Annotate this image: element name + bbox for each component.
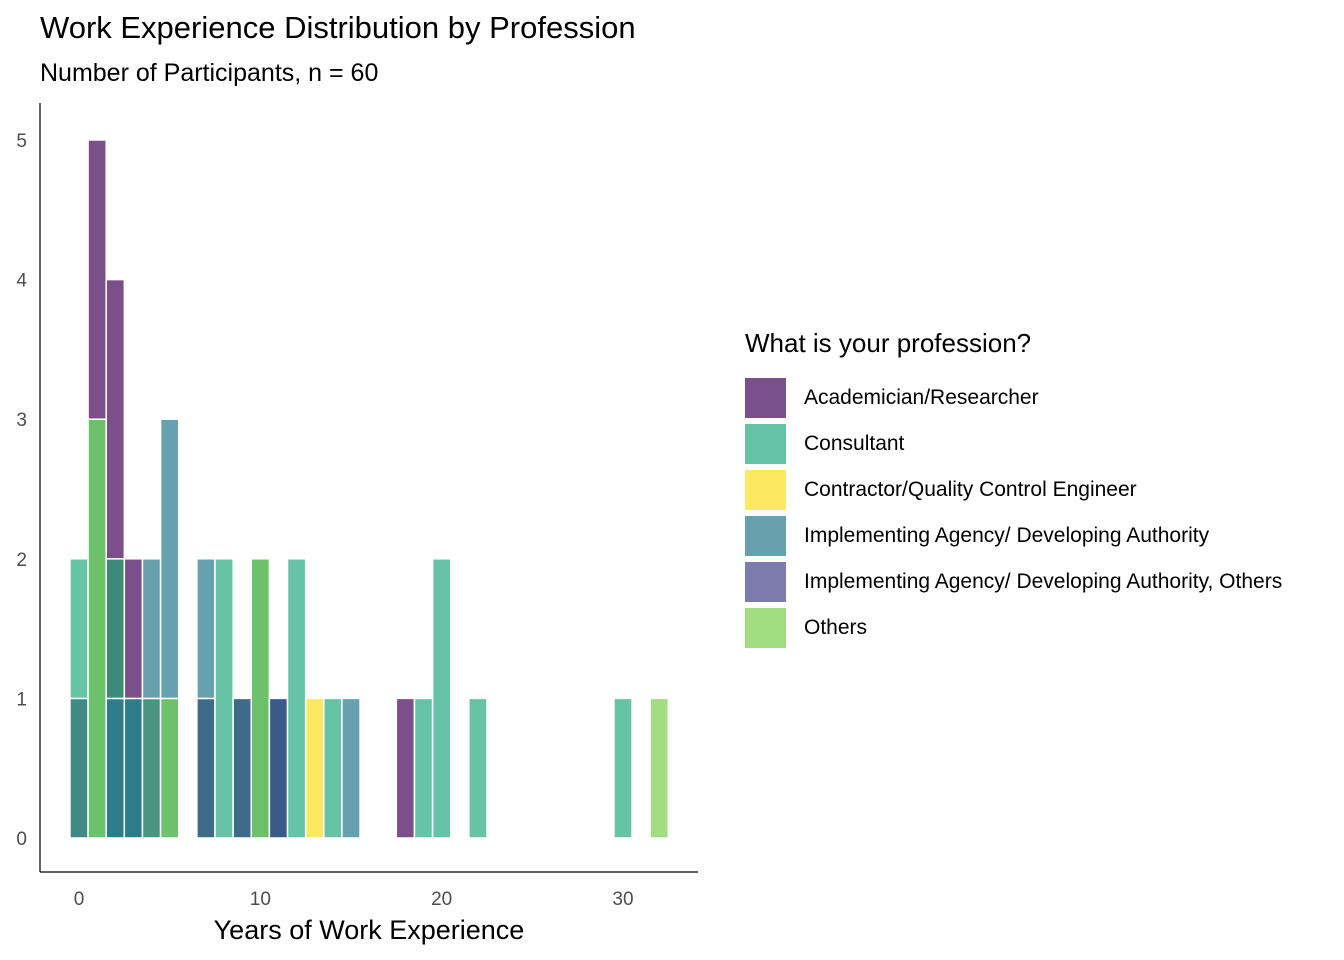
bar-year-22-seg-26: [468, 697, 488, 839]
chart-title: Work Experience Distribution by Professi…: [40, 10, 636, 45]
y-tick-label: 1: [16, 689, 27, 710]
legend-swatch: [745, 424, 786, 464]
legend-item-others: Others: [745, 605, 1282, 651]
legend-title: What is your profession?: [745, 328, 1032, 358]
bar-year-9-seg-16: [232, 697, 253, 839]
bar-year-2-seg-4: [105, 697, 126, 839]
bar-year-7-seg-13: [196, 697, 216, 839]
bar-year-4-seg-10: [141, 558, 162, 700]
legend-label: Others: [804, 616, 868, 639]
legend-swatch: [745, 516, 786, 556]
x-tick-label: 0: [74, 889, 85, 910]
legend-item-academician: Academician/Researcher: [745, 375, 1282, 421]
legend-swatch: [745, 608, 786, 648]
x-tick-label: 10: [250, 889, 271, 910]
x-axis-title: Years of Work Experience: [214, 915, 525, 945]
legend-item-implementing-agency: Implementing Agency/ Developing Authorit…: [745, 513, 1282, 559]
legend-label: Implementing Agency/ Developing Authorit…: [804, 570, 1283, 593]
y-tick-label: 3: [16, 410, 27, 431]
x-tick-label: 20: [431, 889, 452, 910]
legend-item-contractor: Contractor/Quality Control Engineer: [745, 467, 1282, 513]
legend-label: Consultant: [804, 432, 905, 455]
bar-year-1-seg-2: [87, 418, 107, 839]
bar-year-19-seg-24: [413, 697, 434, 839]
legend-swatch: [745, 470, 786, 510]
bar-year-0-seg-0: [69, 697, 89, 839]
bar-year-20-seg-25: [431, 558, 452, 839]
bars-layer: [69, 139, 670, 839]
y-tick-label: 4: [16, 271, 27, 292]
x-tick-label: 30: [612, 889, 633, 910]
legend-swatch: [745, 562, 786, 602]
y-tick-label: 2: [16, 550, 27, 571]
bar-year-5-seg-11: [159, 697, 180, 839]
y-tick-labels: 0 1 2 3 4 5: [16, 131, 27, 850]
bar-year-5-seg-12: [159, 418, 180, 700]
bar-year-30-seg-27: [613, 697, 633, 839]
legend: What is your profession? Academician/Res…: [745, 328, 1282, 651]
legend-item-implementing-agency-others: Implementing Agency/ Developing Authorit…: [745, 559, 1282, 605]
chart-subtitle: Number of Participants, n = 60: [40, 59, 379, 87]
legend-label: Implementing Agency/ Developing Authorit…: [804, 524, 1210, 547]
legend-label: Contractor/Quality Control Engineer: [804, 478, 1137, 501]
legend-label: Academician/Researcher: [804, 386, 1039, 409]
bar-year-13-seg-20: [304, 697, 325, 839]
bar-year-10-seg-17: [250, 558, 271, 839]
bar-year-15-seg-22: [341, 697, 361, 839]
bar-year-3-seg-7: [123, 697, 144, 839]
legend-swatch: [745, 378, 786, 418]
bar-year-12-seg-19: [286, 558, 307, 839]
bar-year-4-seg-9: [141, 697, 162, 839]
bar-year-14-seg-21: [323, 697, 343, 839]
bar-year-8-seg-15: [214, 558, 234, 839]
bar-year-3-seg-8: [123, 558, 144, 700]
y-tick-label: 0: [16, 829, 27, 850]
x-tick-labels: 0 10 20 30: [74, 889, 634, 910]
bar-year-11-seg-18: [268, 697, 289, 839]
bar-year-1-seg-3: [87, 139, 107, 420]
y-tick-label: 5: [16, 131, 27, 152]
bar-year-2-seg-5: [105, 558, 126, 700]
bar-year-0-seg-1: [69, 558, 89, 700]
legend-item-consultant: Consultant: [745, 421, 1282, 467]
bar-year-18-seg-23: [395, 697, 416, 839]
bar-year-7-seg-14: [196, 558, 216, 700]
bar-year-2-seg-6: [105, 278, 126, 560]
bar-year-32-seg-28: [649, 697, 670, 839]
legend-entries: Academician/Researcher Consultant Contra…: [745, 375, 1282, 651]
